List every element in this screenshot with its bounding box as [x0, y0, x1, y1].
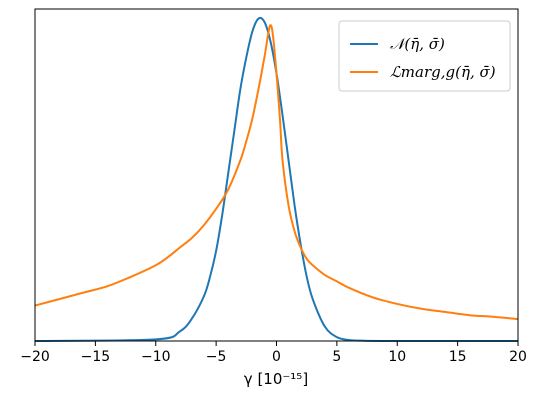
- curves: [34, 16, 519, 343]
- x-axis-ticks: −20 −15 −10 −5 0 5 10 15 20: [20, 341, 527, 365]
- x-tick-label: 10: [388, 349, 406, 365]
- x-tick-label: −20: [20, 349, 50, 365]
- x-tick-label: −15: [81, 349, 111, 365]
- x-tick-label: 20: [509, 349, 527, 365]
- series-line-marginal: [34, 24, 519, 321]
- legend-label-normal: 𝒩(η̄, σ̄): [390, 35, 445, 53]
- x-tick-label: −10: [141, 349, 171, 365]
- x-tick-label: 15: [449, 349, 467, 365]
- series-line-normal: [34, 16, 519, 343]
- x-axis-label: γ [10⁻¹⁵]: [244, 370, 308, 388]
- x-tick-label: 0: [272, 349, 281, 365]
- x-tick-label: −5: [206, 349, 227, 365]
- legend-label-marginal: ℒmarg,g(η̄, σ̄): [390, 63, 496, 81]
- legend-box: [338, 20, 511, 92]
- x-tick-label: 5: [332, 349, 341, 365]
- legend: 𝒩(η̄, σ̄) ℒmarg,g(η̄, σ̄): [338, 20, 511, 92]
